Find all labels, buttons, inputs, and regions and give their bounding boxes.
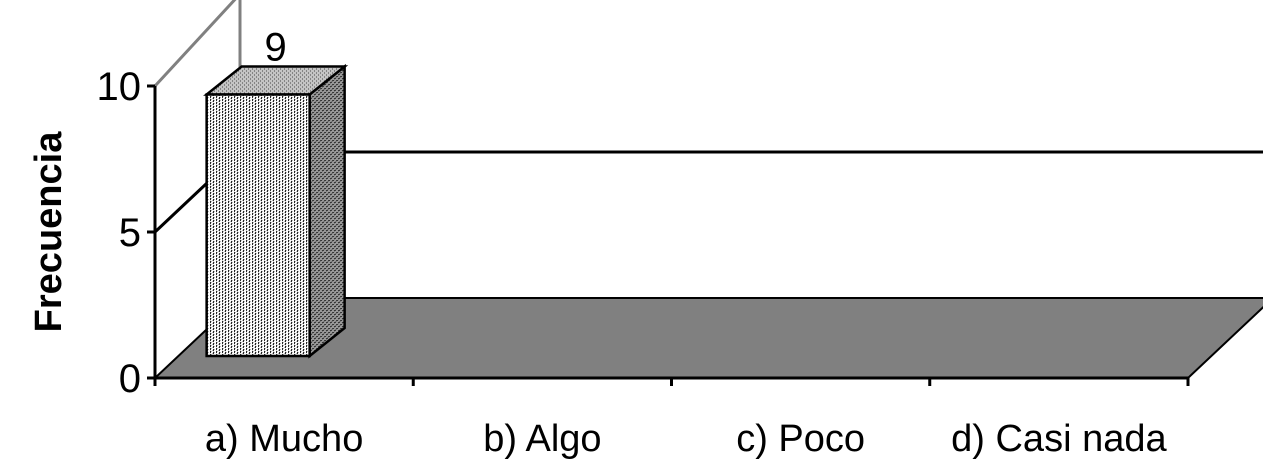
- y-tick-label: 5: [119, 211, 141, 255]
- side-wall-top-edge: [153, 0, 237, 88]
- bar-data-label: 9: [265, 26, 287, 70]
- bar-side-face: [308, 63, 346, 359]
- x-tick-label: a) Mucho: [205, 418, 363, 459]
- y-tick-label: 10: [97, 65, 142, 109]
- y-tick-label: 0: [119, 357, 141, 401]
- x-tick-label: d) Casi nada: [951, 418, 1167, 459]
- bar-front-face: [205, 93, 311, 358]
- x-tick-label: c) Poco: [736, 418, 865, 459]
- bars: [203, 63, 349, 359]
- y-axis-title: Frecuencia: [28, 131, 70, 333]
- axes: 0 5 10: [97, 65, 1190, 401]
- labels: a) Mucho b) Algo c) Poco d) Casi nada 9: [205, 26, 1168, 459]
- bar: [203, 63, 349, 359]
- x-tick-label: b) Algo: [483, 418, 601, 459]
